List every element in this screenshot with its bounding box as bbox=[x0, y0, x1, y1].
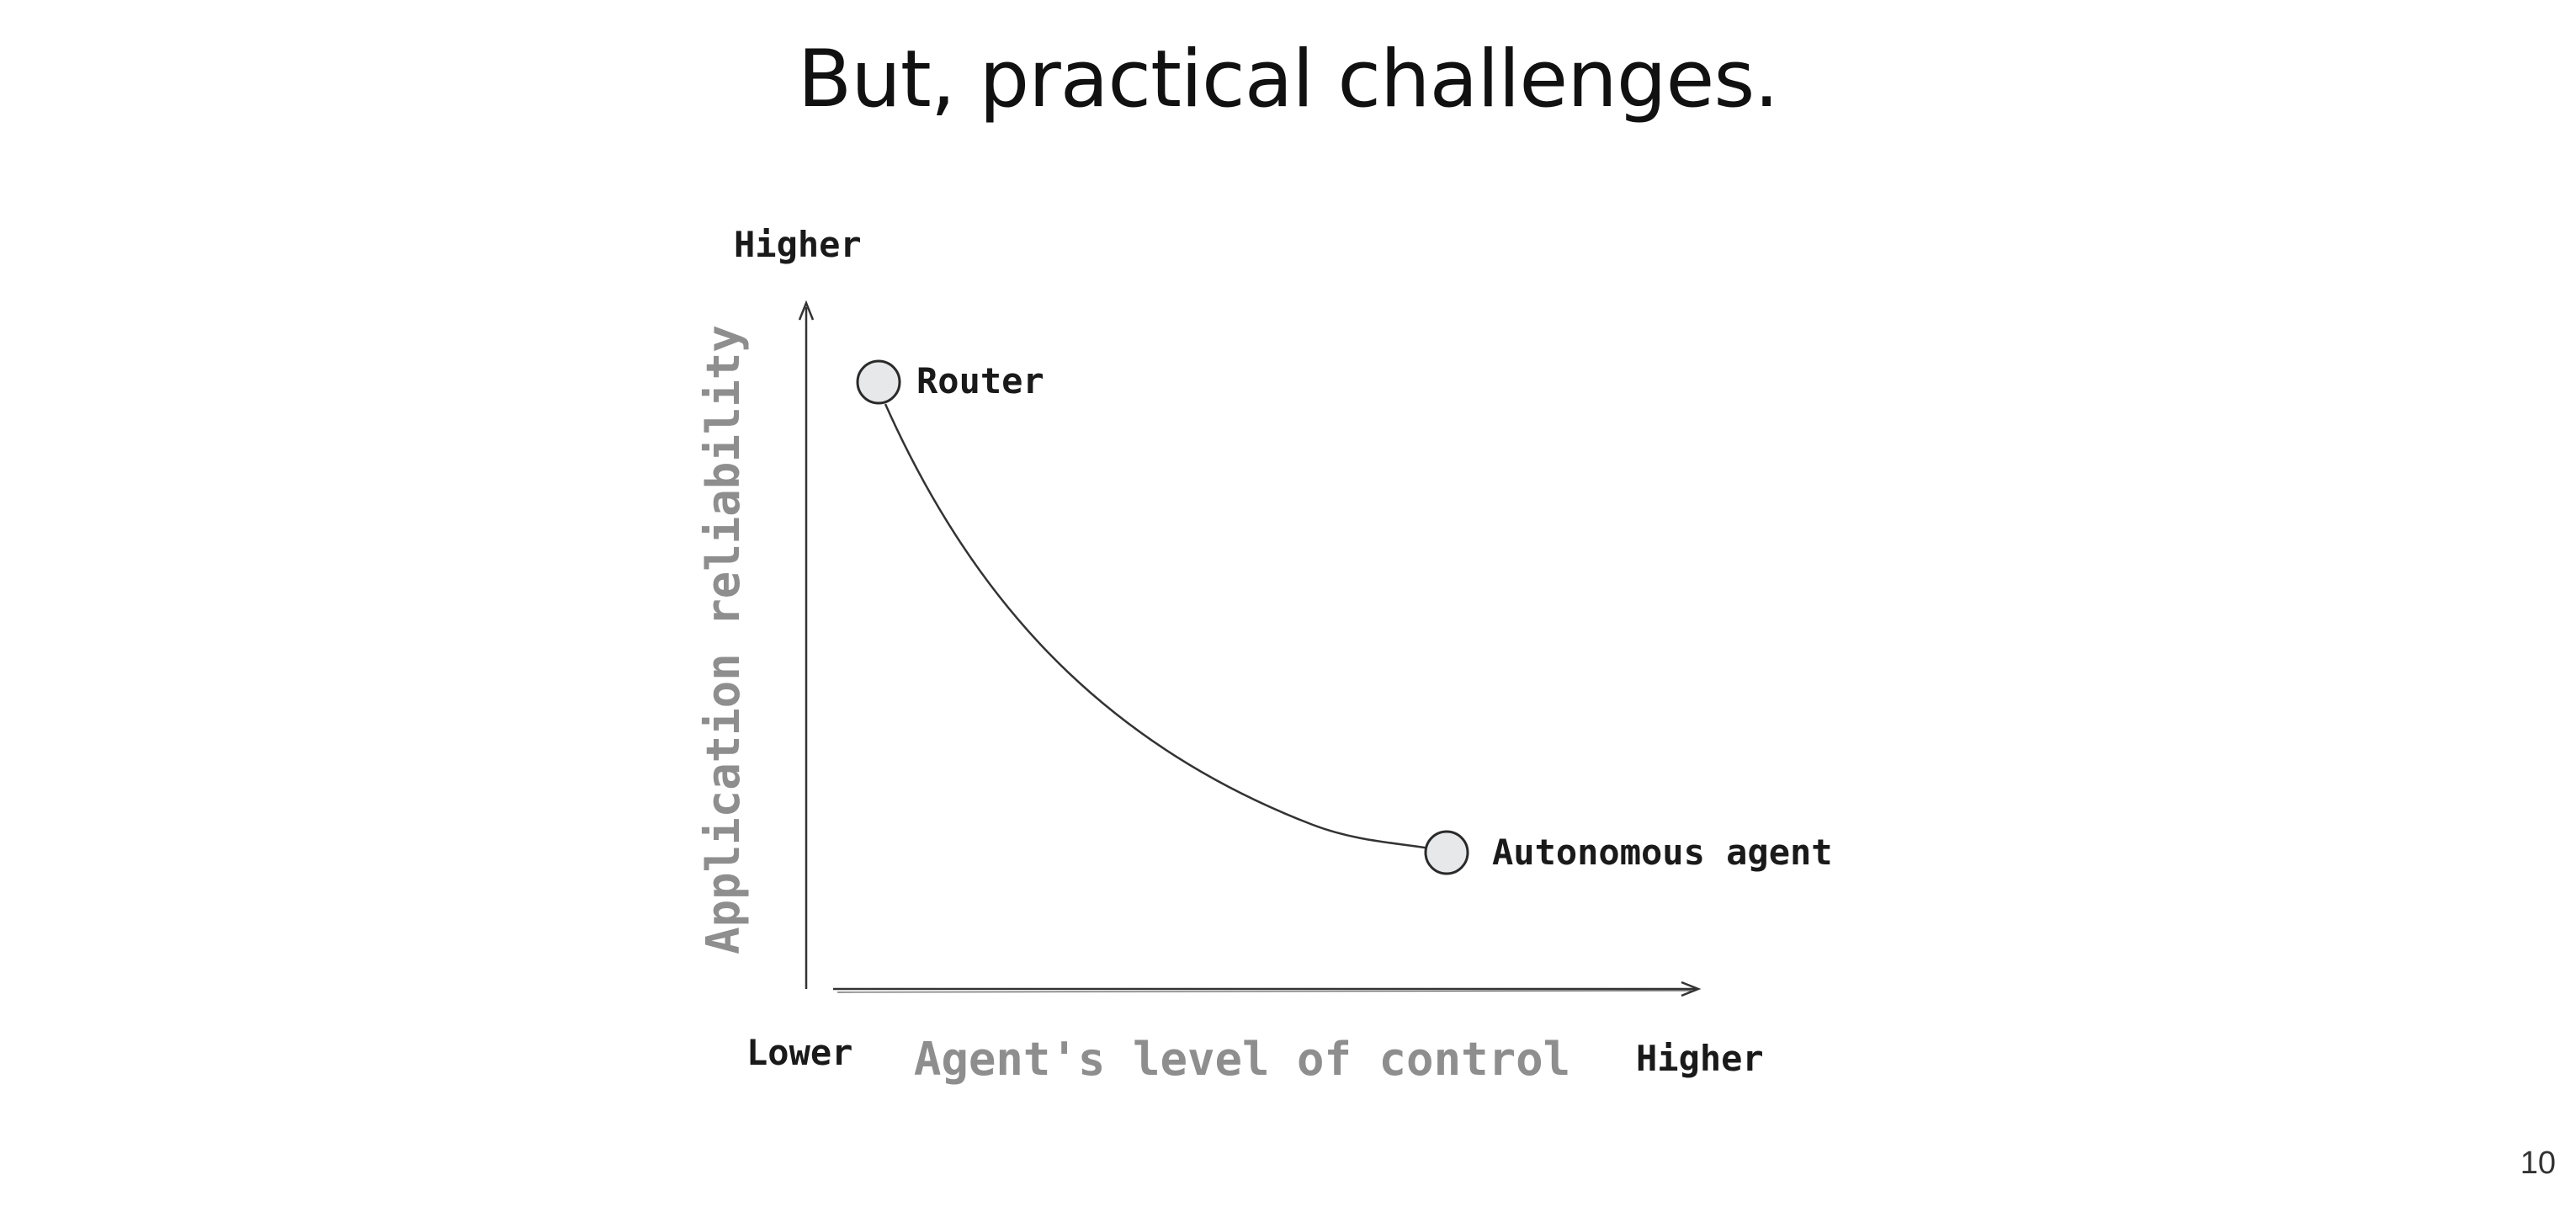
page-number: 10 bbox=[2520, 1146, 2556, 1181]
y-axis bbox=[798, 300, 815, 989]
autonomous-agent-label: Autonomous agent bbox=[1492, 832, 1833, 873]
x-axis-higher-label: Higher bbox=[1636, 1038, 1764, 1079]
x-axis-label: Agent's level of control bbox=[914, 1033, 1570, 1086]
autonomous-agent-node bbox=[1424, 830, 1469, 875]
y-axis-arrowhead bbox=[798, 300, 815, 321]
router-node bbox=[856, 359, 901, 405]
x-axis-arrowhead bbox=[1681, 981, 1702, 997]
y-axis-top-label: Higher bbox=[734, 224, 862, 265]
x-axis-lower-label: Lower bbox=[746, 1032, 852, 1073]
y-axis-label: Application reliability bbox=[697, 325, 750, 954]
slide-title: But, practical challenges. bbox=[797, 34, 1779, 125]
router-label: Router bbox=[916, 360, 1044, 401]
tradeoff-curve bbox=[884, 403, 1448, 853]
x-axis bbox=[833, 981, 1702, 997]
